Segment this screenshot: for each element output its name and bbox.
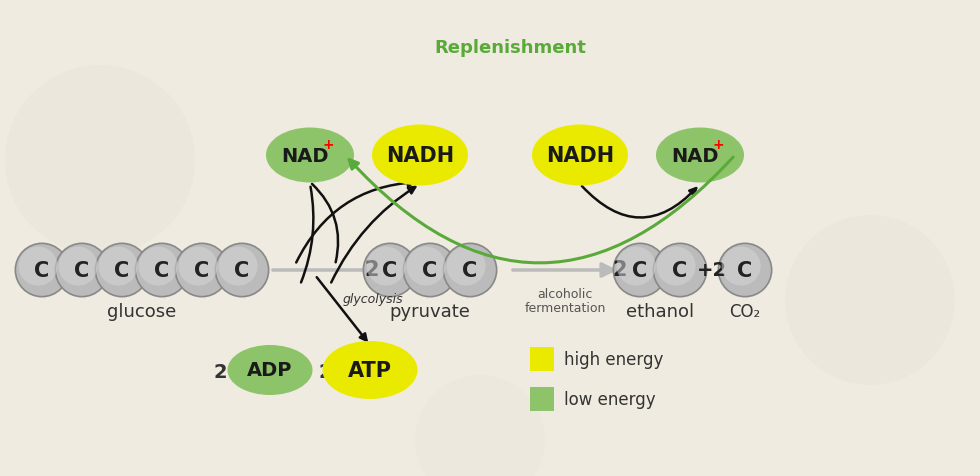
Text: NADH: NADH bbox=[386, 146, 454, 166]
Text: 2: 2 bbox=[365, 260, 379, 280]
Ellipse shape bbox=[16, 243, 69, 297]
Ellipse shape bbox=[657, 247, 696, 286]
Text: C: C bbox=[234, 261, 250, 281]
Ellipse shape bbox=[443, 243, 497, 297]
Text: ATP: ATP bbox=[348, 361, 392, 381]
Text: 2: 2 bbox=[318, 363, 332, 381]
Circle shape bbox=[785, 215, 955, 385]
Ellipse shape bbox=[178, 247, 218, 286]
Ellipse shape bbox=[404, 243, 457, 297]
Ellipse shape bbox=[721, 247, 760, 286]
Text: C: C bbox=[737, 261, 753, 281]
Ellipse shape bbox=[99, 247, 137, 286]
Text: ethanol: ethanol bbox=[626, 303, 694, 321]
Text: C: C bbox=[194, 261, 210, 281]
Ellipse shape bbox=[216, 243, 269, 297]
Text: C: C bbox=[74, 261, 89, 281]
Ellipse shape bbox=[19, 247, 58, 286]
FancyBboxPatch shape bbox=[530, 387, 554, 411]
Text: +: + bbox=[712, 138, 724, 152]
FancyArrowPatch shape bbox=[582, 186, 696, 218]
Ellipse shape bbox=[718, 243, 771, 297]
Ellipse shape bbox=[219, 247, 258, 286]
Ellipse shape bbox=[613, 243, 666, 297]
Ellipse shape bbox=[447, 247, 486, 286]
Ellipse shape bbox=[654, 243, 707, 297]
Ellipse shape bbox=[135, 243, 189, 297]
Ellipse shape bbox=[138, 247, 177, 286]
Ellipse shape bbox=[364, 243, 416, 297]
Text: C: C bbox=[155, 261, 170, 281]
Text: low energy: low energy bbox=[564, 391, 656, 409]
Text: NAD: NAD bbox=[671, 147, 718, 166]
Ellipse shape bbox=[322, 341, 417, 399]
Text: C: C bbox=[422, 261, 438, 281]
Text: pyruvate: pyruvate bbox=[390, 303, 470, 321]
FancyArrowPatch shape bbox=[349, 157, 733, 263]
Text: alcoholic: alcoholic bbox=[537, 288, 593, 301]
Ellipse shape bbox=[616, 247, 656, 286]
Ellipse shape bbox=[407, 247, 446, 286]
FancyArrowPatch shape bbox=[301, 187, 314, 282]
Ellipse shape bbox=[95, 243, 149, 297]
Ellipse shape bbox=[656, 128, 744, 182]
Text: ADP: ADP bbox=[247, 361, 293, 380]
Text: high energy: high energy bbox=[564, 351, 663, 369]
Text: Replenishment: Replenishment bbox=[434, 39, 586, 57]
Text: C: C bbox=[672, 261, 688, 281]
Text: glycolysis: glycolysis bbox=[343, 294, 404, 307]
Text: fermentation: fermentation bbox=[524, 301, 606, 315]
Ellipse shape bbox=[266, 128, 354, 182]
FancyArrowPatch shape bbox=[317, 277, 367, 341]
Circle shape bbox=[5, 65, 195, 255]
FancyArrowPatch shape bbox=[331, 187, 416, 282]
Ellipse shape bbox=[55, 243, 109, 297]
Text: glucose: glucose bbox=[108, 303, 176, 321]
Text: C: C bbox=[115, 261, 129, 281]
Text: +2: +2 bbox=[697, 260, 727, 279]
Ellipse shape bbox=[532, 125, 628, 186]
Ellipse shape bbox=[59, 247, 98, 286]
Text: C: C bbox=[34, 261, 50, 281]
Ellipse shape bbox=[227, 345, 313, 395]
Text: C: C bbox=[463, 261, 477, 281]
Text: C: C bbox=[382, 261, 398, 281]
Ellipse shape bbox=[372, 125, 468, 186]
Text: 2: 2 bbox=[612, 260, 627, 280]
Ellipse shape bbox=[367, 247, 406, 286]
FancyArrowPatch shape bbox=[312, 184, 338, 262]
FancyArrowPatch shape bbox=[296, 179, 415, 262]
Text: CO₂: CO₂ bbox=[729, 303, 760, 321]
Text: NADH: NADH bbox=[546, 146, 614, 166]
FancyBboxPatch shape bbox=[530, 347, 554, 371]
Ellipse shape bbox=[175, 243, 228, 297]
Text: +: + bbox=[322, 138, 334, 152]
Text: NAD: NAD bbox=[281, 147, 328, 166]
Circle shape bbox=[415, 375, 545, 476]
Text: 2: 2 bbox=[214, 363, 226, 381]
Text: C: C bbox=[632, 261, 648, 281]
